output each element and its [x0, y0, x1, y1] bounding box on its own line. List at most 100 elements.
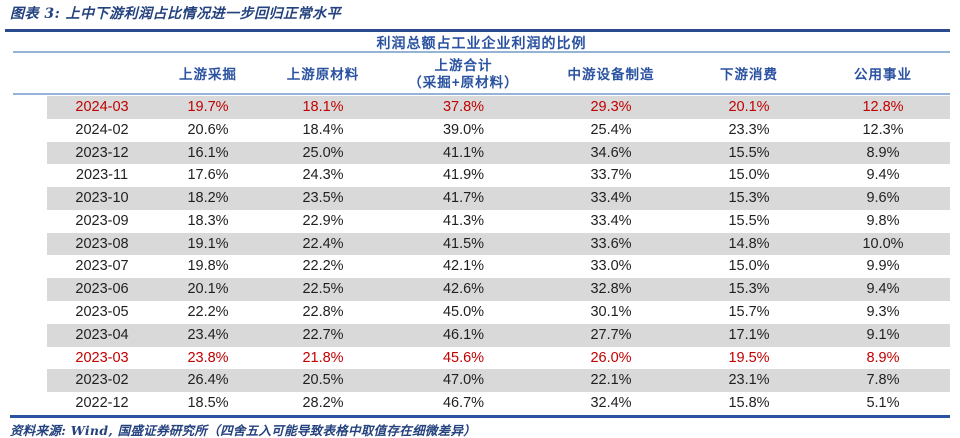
cell-value: 22.7%: [259, 323, 387, 347]
cell-date: 2023-03: [75, 349, 129, 366]
cell-value: 19.5%: [728, 349, 770, 366]
cell-date: 2023-10: [47, 187, 157, 210]
cell-date: 2023-09: [75, 212, 129, 229]
cell-value: 30.1%: [590, 304, 632, 321]
cell-value: 23.8%: [187, 349, 229, 366]
header-bottom-divider: [13, 93, 950, 95]
column-header-upstream-mining: 上游采掘: [179, 66, 237, 82]
cell-value: 29.3%: [540, 96, 682, 119]
cell-value: 9.4%: [866, 167, 900, 184]
cell-value: 19.8%: [187, 258, 229, 275]
cell-value: 15.5%: [682, 141, 816, 165]
cell-value: 26.4%: [157, 369, 259, 393]
cell-value: 46.1%: [387, 323, 540, 347]
table-row: 2023-12 16.1% 25.0% 41.1% 34.6% 15.5% 8.9%: [47, 141, 950, 165]
title-divider: [5, 29, 950, 32]
cell-value: 22.4%: [259, 232, 387, 256]
cell-value: 24.3%: [302, 167, 344, 184]
column-header-upstream-total-line1: 上游合计: [434, 58, 493, 73]
cell-value: 41.1%: [387, 141, 540, 165]
cell-date: 2023-08: [47, 232, 157, 256]
cell-date: 2023-11: [75, 167, 129, 184]
cell-date: 2023-12: [47, 141, 157, 165]
cell-value: 15.0%: [728, 167, 770, 184]
cell-value: 18.1%: [259, 96, 387, 119]
column-header-upstream-total-line2: （采掘+原材料）: [408, 75, 519, 90]
cell-date: 2023-07: [75, 258, 129, 275]
table-row: 2023-09 18.3% 22.9% 41.3% 33.4% 15.5% 9.8%: [47, 210, 950, 233]
cell-value: 41.5%: [387, 232, 540, 256]
cell-value: 19.7%: [157, 96, 259, 119]
profit-share-table: 上游采掘 上游原材料 上游合计 （采掘+原材料） 中游设备制造 下游消费 公用事…: [47, 52, 950, 415]
cell-value: 25.4%: [590, 121, 632, 138]
cell-value: 17.1%: [682, 323, 816, 347]
source-note: 资料来源: Wind, 国盛证券研究所（四舍五入可能导致表格中取值存在细微差异）: [10, 423, 477, 438]
cell-value: 20.1%: [157, 278, 259, 302]
cell-value: 15.0%: [728, 258, 770, 275]
cell-value: 42.6%: [387, 278, 540, 302]
table-row: 2023-08 19.1% 22.4% 41.5% 33.6% 14.8% 10.0%: [47, 232, 950, 256]
cell-value: 23.4%: [157, 323, 259, 347]
cell-value: 17.6%: [187, 167, 229, 184]
cell-value: 41.9%: [442, 167, 485, 184]
cell-value: 20.6%: [187, 121, 229, 138]
cell-value: 41.3%: [442, 212, 485, 229]
cell-value: 33.4%: [540, 187, 682, 210]
table-bottom-divider: [10, 415, 950, 418]
cell-value: 20.1%: [682, 96, 816, 119]
cell-value: 26.0%: [590, 349, 632, 366]
cell-value: 9.8%: [866, 212, 900, 229]
cell-value: 45.6%: [442, 349, 485, 366]
cell-value: 22.9%: [302, 212, 344, 229]
cell-date: 2023-06: [47, 278, 157, 302]
cell-value: 15.3%: [682, 187, 816, 210]
table-row: 2024-02 20.6% 18.4% 39.0% 25.4% 23.3% 12.3%: [47, 119, 950, 142]
table-row: 2023-06 20.1% 22.5% 42.6% 32.8% 15.3% 9.4%: [47, 278, 950, 302]
cell-value: 7.8%: [816, 369, 950, 393]
cell-value: 27.7%: [540, 323, 682, 347]
cell-value: 33.4%: [590, 212, 632, 229]
cell-value: 23.1%: [682, 369, 816, 393]
cell-value: 9.9%: [866, 258, 900, 275]
cell-value: 8.9%: [866, 349, 900, 366]
column-header-downstream-consumer: 下游消费: [720, 66, 778, 82]
cell-value: 33.0%: [590, 258, 632, 275]
table-row: 2023-04 23.4% 22.7% 46.1% 27.7% 17.1% 9.1%: [47, 323, 950, 347]
cell-value: 15.3%: [682, 278, 816, 302]
cell-date: 2023-04: [47, 323, 157, 347]
table-span-header: 利润总额占工业企业利润的比例: [376, 35, 587, 51]
cell-value: 22.8%: [302, 304, 344, 321]
cell-value: 41.7%: [387, 187, 540, 210]
cell-value: 18.3%: [187, 212, 229, 229]
cell-value: 18.5%: [187, 395, 229, 412]
column-header-midstream-equipment: 中游设备制造: [567, 66, 655, 82]
table-row: 2023-03 23.8% 21.8% 45.6% 26.0% 19.5% 8.9%: [47, 347, 950, 370]
cell-value: 23.3%: [728, 121, 770, 138]
cell-date: 2023-02: [47, 369, 157, 393]
cell-value: 39.0%: [442, 121, 485, 138]
cell-value: 22.1%: [540, 369, 682, 393]
header-top-divider: [13, 51, 950, 53]
column-header-upstream-materials: 上游原材料: [286, 66, 360, 82]
cell-value: 18.2%: [157, 187, 259, 210]
cell-value: 18.4%: [302, 121, 344, 138]
cell-value: 33.6%: [540, 232, 682, 256]
cell-value: 25.0%: [259, 141, 387, 165]
cell-value: 9.6%: [816, 187, 950, 210]
cell-value: 33.7%: [590, 167, 632, 184]
cell-value: 14.8%: [682, 232, 816, 256]
cell-value: 45.0%: [442, 304, 485, 321]
cell-value: 32.8%: [540, 278, 682, 302]
table-header: 上游采掘 上游原材料 上游合计 （采掘+原材料） 中游设备制造 下游消费 公用事…: [47, 52, 950, 96]
cell-value: 12.3%: [862, 121, 904, 138]
cell-value: 37.8%: [387, 96, 540, 119]
cell-date: 2022-12: [75, 395, 129, 412]
table-body: 2024-03 19.7% 18.1% 37.8% 29.3% 20.1% 12.8% 202…: [47, 96, 950, 415]
cell-value: 9.3%: [866, 304, 900, 321]
cell-value: 15.8%: [728, 395, 770, 412]
table-row: 2023-10 18.2% 23.5% 41.7% 33.4% 15.3% 9.6%: [47, 187, 950, 210]
cell-value: 15.5%: [728, 212, 770, 229]
cell-value: 22.5%: [259, 278, 387, 302]
cell-value: 9.4%: [816, 278, 950, 302]
cell-date: 2023-05: [75, 304, 129, 321]
